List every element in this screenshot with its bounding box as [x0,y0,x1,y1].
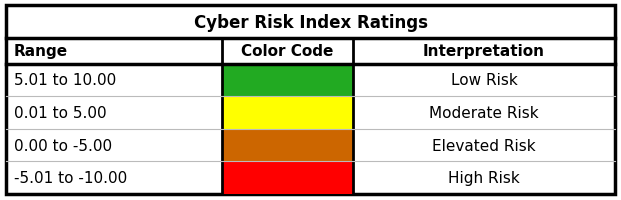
Bar [222,64,353,97]
Text: Low Risk: Low Risk [451,73,517,88]
Text: Color Code: Color Code [242,44,334,59]
Text: High Risk: High Risk [448,170,520,185]
Text: Elevated Risk: Elevated Risk [432,138,536,153]
Text: 0.00 to -5.00: 0.00 to -5.00 [14,138,112,153]
Text: -5.01 to -10.00: -5.01 to -10.00 [14,170,127,185]
Text: Cyber Risk Index Ratings: Cyber Risk Index Ratings [194,13,427,31]
Text: Interpretation: Interpretation [423,44,545,59]
Bar [222,129,353,162]
Text: 5.01 to 10.00: 5.01 to 10.00 [14,73,116,88]
Bar [222,162,353,194]
Text: Range: Range [14,44,68,59]
Text: 0.01 to 5.00: 0.01 to 5.00 [14,105,106,120]
Text: Moderate Risk: Moderate Risk [429,105,539,120]
Bar [222,97,353,129]
